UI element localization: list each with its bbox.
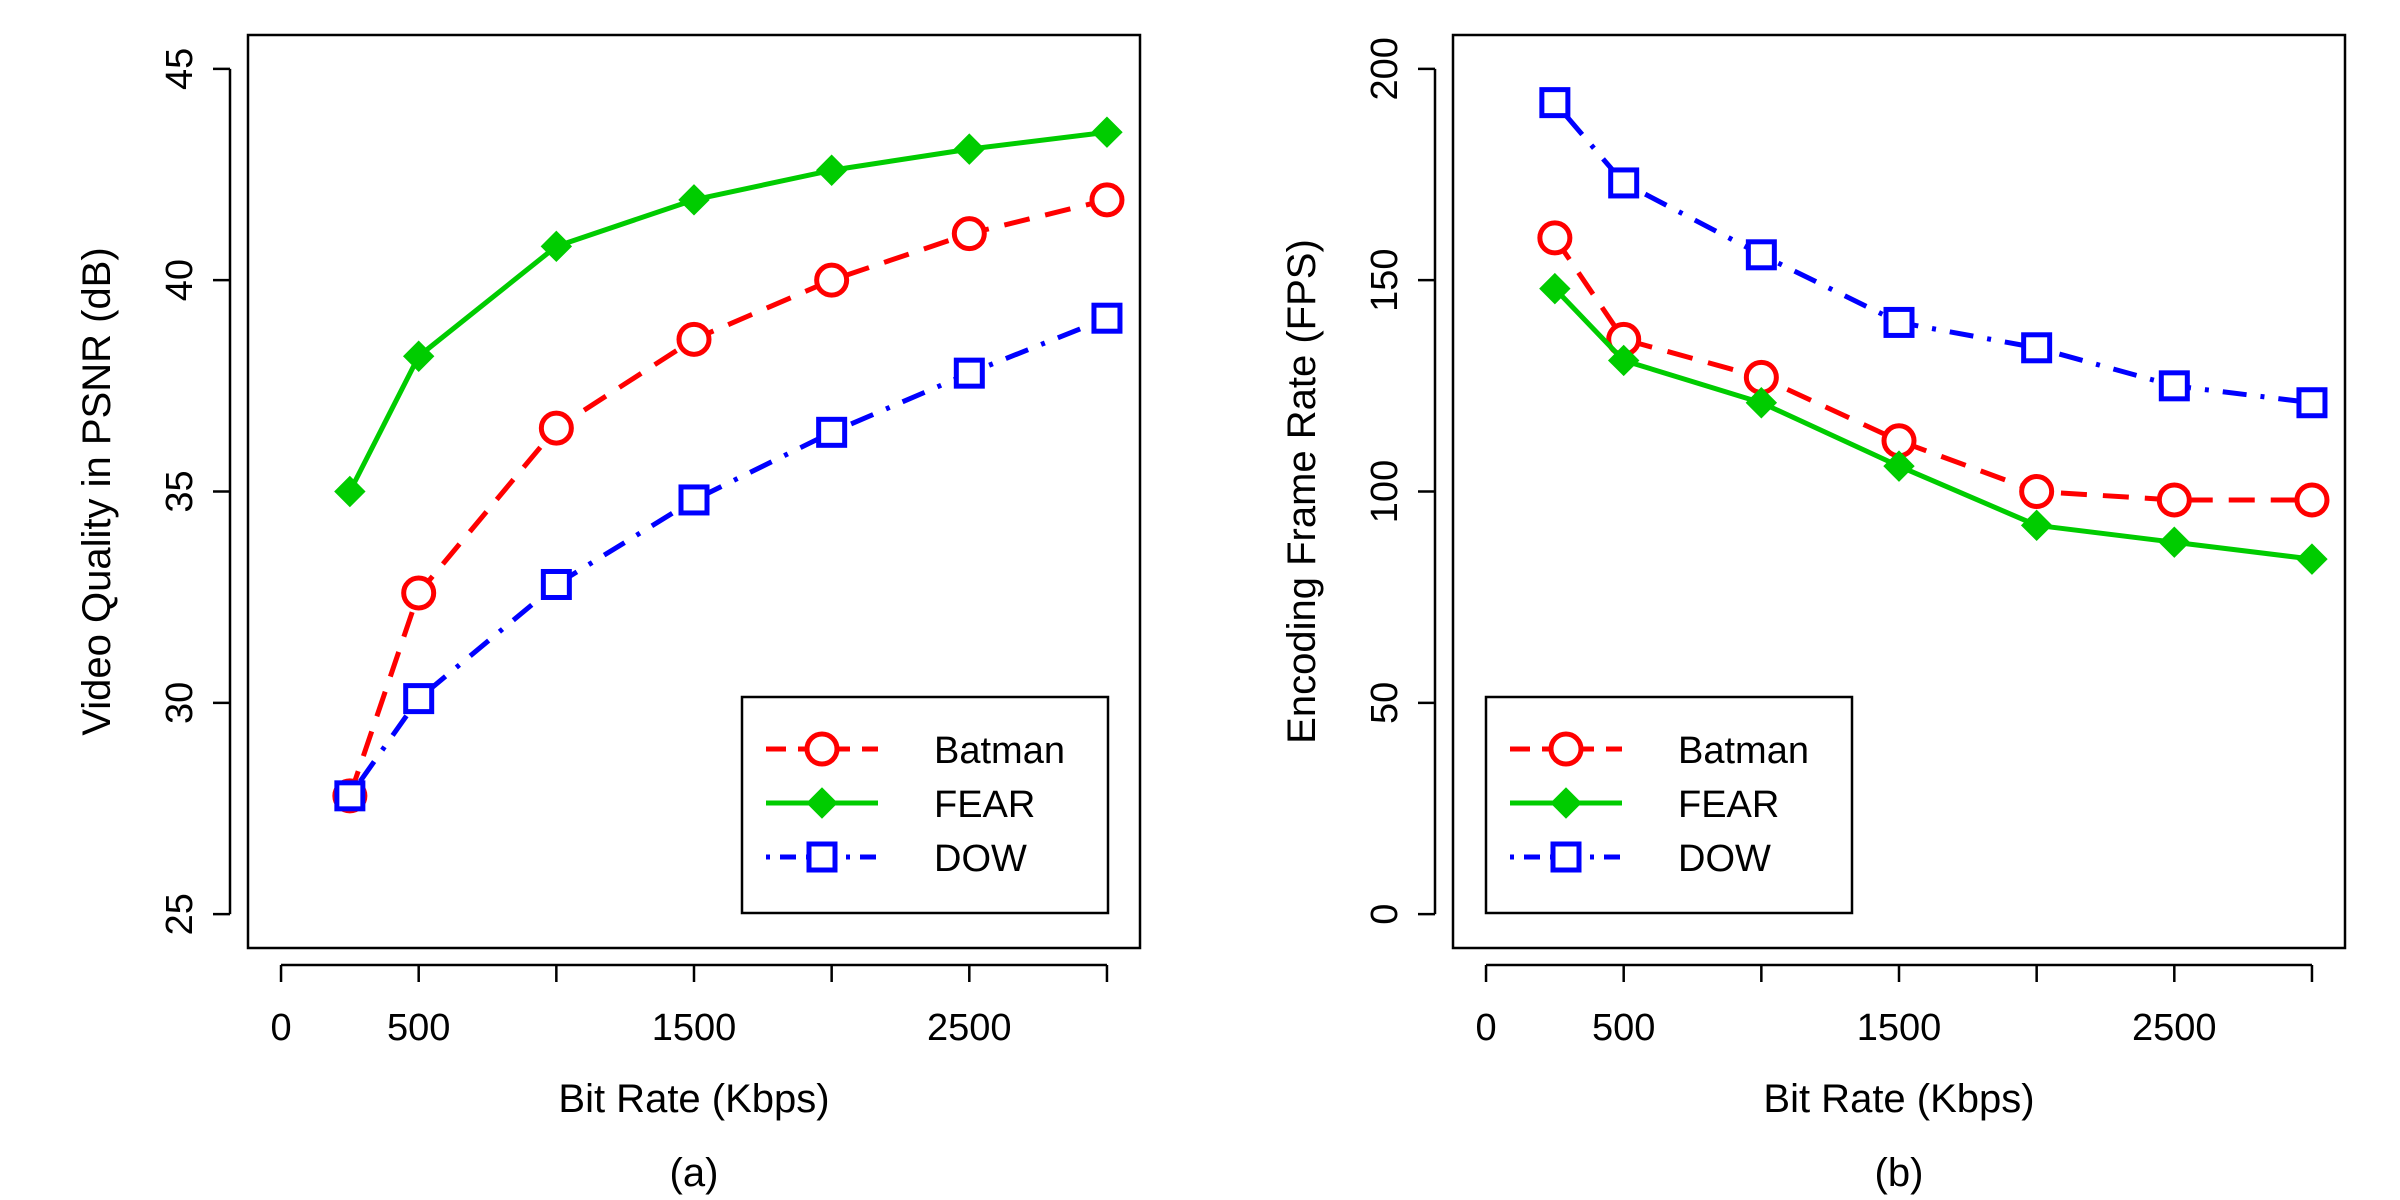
data-point-dow-square-marker xyxy=(1539,87,1571,119)
data-point-dow-square-marker xyxy=(1608,167,1640,199)
plot-frame xyxy=(1451,33,2347,950)
data-point-dow-square-marker xyxy=(1745,239,1777,271)
data-point-dow-square-marker xyxy=(1883,306,1915,338)
data-point-batman-circle-marker xyxy=(401,575,437,611)
panel-label: (b) xyxy=(1875,1151,1924,1195)
series-line-dow xyxy=(1552,101,2313,406)
data-point-fear-diamond-marker xyxy=(678,184,710,216)
series-fear xyxy=(334,116,1123,508)
x-tick-label: 500 xyxy=(387,1007,450,1049)
x-tick-label: 1500 xyxy=(1857,1007,1942,1049)
data-point-batman-circle-marker xyxy=(2019,474,2055,509)
y-tick-label: 150 xyxy=(1364,248,1406,311)
data-point-dow-square-marker xyxy=(953,357,985,389)
legend-circle-marker xyxy=(804,731,840,767)
data-point-fear-diamond-marker xyxy=(1883,450,1915,482)
data-point-batman-circle-marker xyxy=(814,262,850,298)
data-point-fear-diamond-marker xyxy=(2020,509,2053,542)
data-point-dow-square-marker xyxy=(2296,387,2328,419)
series-dow xyxy=(334,302,1123,812)
data-point-fear-diamond-marker xyxy=(334,475,366,508)
y-tick-label: 50 xyxy=(1364,682,1406,724)
data-point-batman-circle-marker xyxy=(1537,220,1573,256)
series-fear xyxy=(1539,272,2328,575)
series-dow xyxy=(1539,87,2328,419)
data-point-fear-diamond-marker xyxy=(1539,272,1571,305)
x-tick-label: 1500 xyxy=(652,1007,737,1049)
data-point-fear-diamond-marker xyxy=(2296,543,2328,575)
data-point-batman-circle-marker xyxy=(2294,482,2330,518)
x-tick-label: 500 xyxy=(1592,1007,1655,1049)
panel-b-framerate-chart: 0 500 1500 2500 0 50 100 150 200 Bit Rate (Kbps) E… xyxy=(1280,33,2347,1195)
legend-diamond-marker xyxy=(1550,787,1582,819)
data-point-fear-diamond-marker xyxy=(1745,387,1778,419)
series-line-fear xyxy=(347,129,1108,493)
x-tick-label: 2500 xyxy=(2132,1007,2217,1049)
legend-label-batman: Batman xyxy=(1678,730,1809,772)
data-point-batman-circle-marker xyxy=(951,216,987,252)
legend-label-batman: Batman xyxy=(934,730,1065,772)
y-tick-label: 200 xyxy=(1364,37,1406,100)
y-axis-title: Encoding Frame Rate (FPS) xyxy=(1280,239,1324,744)
legend: Batman FEAR DOW xyxy=(1484,695,1854,915)
legend-label-fear: FEAR xyxy=(934,784,1035,826)
y-tick-label: 100 xyxy=(1364,460,1406,523)
x-axis-title: Bit Rate (Kbps) xyxy=(1763,1077,2034,1121)
series-line-batman xyxy=(1552,236,2312,503)
legend-circle-marker xyxy=(1548,731,1584,767)
x-tick-label: 0 xyxy=(270,1007,291,1049)
plot-frame xyxy=(246,33,1142,950)
panel-a-psnr-chart: 0 500 1500 2500 25 30 35 40 45 Bit Rate (Kbps) Vid… xyxy=(75,33,1142,1195)
data-point-batman-circle-marker xyxy=(2156,482,2192,518)
legend-square-marker xyxy=(806,841,838,873)
panel-label: (a) xyxy=(670,1151,719,1195)
data-point-fear-diamond-marker xyxy=(1607,344,1640,377)
x-tick-label: 2500 xyxy=(927,1007,1012,1049)
data-point-fear-diamond-marker xyxy=(953,133,986,165)
y-tick-label: 35 xyxy=(159,470,201,512)
legend-square-marker xyxy=(1550,841,1582,873)
data-point-dow-square-marker xyxy=(540,568,572,600)
data-point-batman-circle-marker xyxy=(1089,182,1125,218)
data-point-fear-diamond-marker xyxy=(2158,526,2191,558)
data-point-dow-square-marker xyxy=(2021,332,2053,364)
legend-label-dow: DOW xyxy=(934,838,1027,880)
data-point-batman-circle-marker xyxy=(538,410,574,446)
data-point-dow-square-marker xyxy=(2158,370,2190,402)
data-point-fear-diamond-marker xyxy=(540,230,573,263)
legend: Batman FEAR DOW xyxy=(740,695,1110,915)
data-point-dow-square-marker xyxy=(403,683,435,715)
data-point-dow-square-marker xyxy=(334,780,366,812)
data-point-dow-square-marker xyxy=(1091,302,1123,334)
y-tick-label: 0 xyxy=(1364,904,1406,925)
x-axis-title: Bit Rate (Kbps) xyxy=(558,1077,829,1121)
legend-diamond-marker xyxy=(806,787,838,819)
y-tick-label: 25 xyxy=(159,893,201,935)
legend-label-fear: FEAR xyxy=(1678,784,1779,826)
y-axis-title: Video Quality in PSNR (dB) xyxy=(75,247,119,735)
data-point-fear-diamond-marker xyxy=(1091,116,1123,148)
data-point-batman-circle-marker xyxy=(676,321,712,357)
data-point-dow-square-marker xyxy=(816,416,848,448)
x-tick-label: 0 xyxy=(1475,1007,1496,1049)
y-tick-label: 40 xyxy=(159,259,201,301)
y-tick-label: 30 xyxy=(159,682,201,724)
y-tick-label: 45 xyxy=(159,48,201,90)
data-point-fear-diamond-marker xyxy=(402,340,435,372)
data-point-dow-square-marker xyxy=(678,484,710,516)
legend-label-dow: DOW xyxy=(1678,838,1771,880)
data-point-fear-diamond-marker xyxy=(815,154,848,186)
